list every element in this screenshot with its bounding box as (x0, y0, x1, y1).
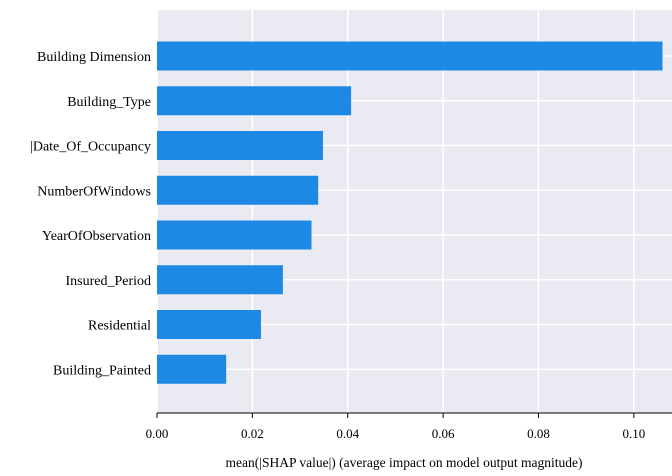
category-labels: Building Dimension Building_Type |Date_Of_… (30, 50, 151, 378)
x-tick-label: 0.10 (622, 426, 645, 441)
bar-numberofwindows (157, 175, 319, 205)
category-label: Building_Type (67, 95, 151, 110)
x-tick-label: 0.02 (241, 426, 264, 441)
category-label: NumberOfWindows (37, 184, 151, 199)
plot-area (157, 10, 672, 413)
plot-background (157, 10, 672, 413)
bar-residential (157, 310, 261, 339)
x-tick-label: 0.00 (146, 426, 169, 441)
category-label: Insured_Period (65, 274, 151, 289)
bar-building-dimension (157, 41, 663, 71)
category-label: Residential (88, 319, 151, 334)
category-label: Building_Painted (53, 363, 151, 378)
bar-building-type (157, 86, 352, 116)
category-label: YearOfObservation (42, 229, 151, 244)
x-tick-label: 0.06 (432, 426, 455, 441)
bar-yearofobservation (157, 220, 312, 250)
bar-date-of-occupancy (157, 131, 323, 160)
x-axis-title: mean(|SHAP value|) (average impact on mo… (226, 455, 583, 470)
x-tick-label: 0.04 (336, 426, 359, 441)
x-axis: 0.00 0.02 0.04 0.06 0.08 0.10 (146, 412, 672, 441)
bar-building-painted (157, 354, 227, 384)
category-label: Building Dimension (37, 50, 151, 65)
category-label: |Date_Of_Occupancy (30, 140, 151, 155)
bars (157, 41, 663, 384)
x-tick-label: 0.08 (527, 426, 550, 441)
bar-insured-period (157, 265, 283, 295)
